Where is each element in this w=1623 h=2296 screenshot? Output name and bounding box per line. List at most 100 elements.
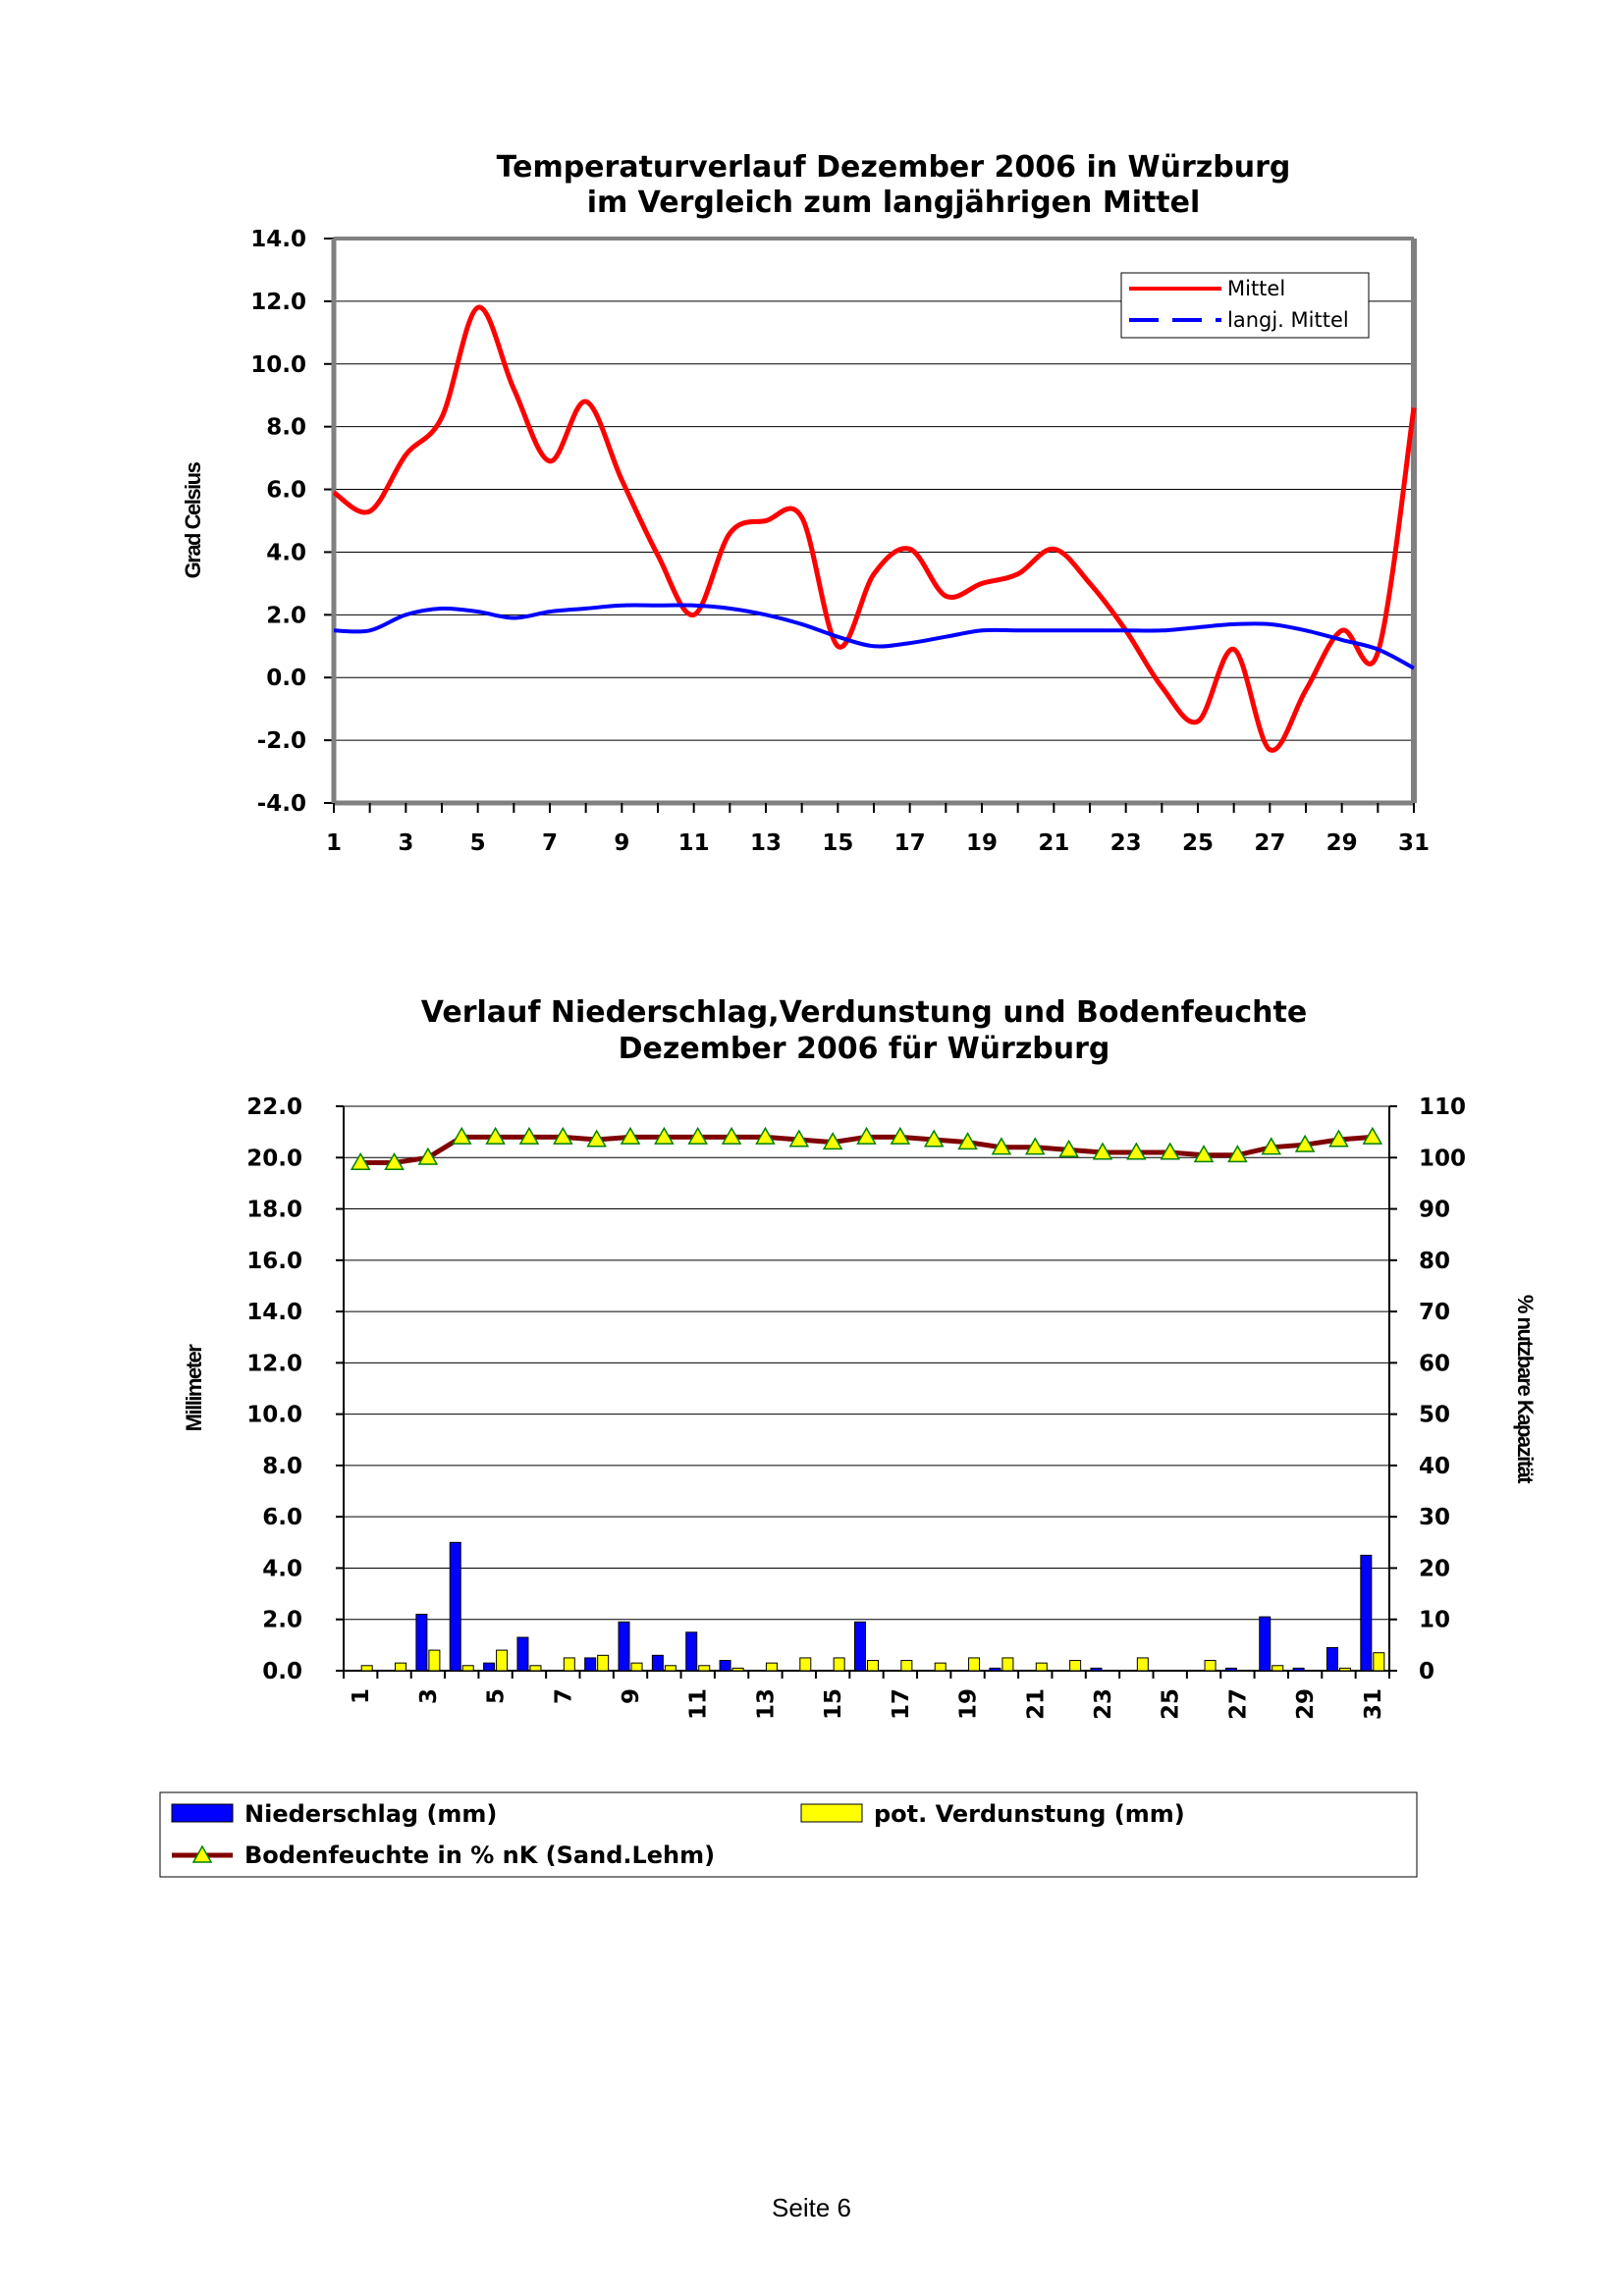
- bar-verdunstung: [664, 1665, 676, 1672]
- x-tick-label: 9: [619, 1688, 644, 1704]
- y2-tick-label: 90: [1419, 1198, 1450, 1223]
- y2-tick-label: 100: [1419, 1146, 1466, 1171]
- legend-box: [159, 1791, 1418, 1878]
- x-tick-label: 11: [686, 1688, 712, 1720]
- legend-box: [1120, 272, 1370, 339]
- x-tick-label: 21: [1023, 1688, 1049, 1720]
- x-tick-label: 31: [1361, 1688, 1386, 1720]
- y2-tick-label: 40: [1419, 1454, 1450, 1479]
- bar-verdunstung: [968, 1657, 981, 1672]
- legend-label-verdunstung: pot. Verdunstung (mm): [874, 1800, 1185, 1828]
- bar-verdunstung: [630, 1662, 643, 1672]
- legend-label: langj. Mittel: [1227, 308, 1349, 332]
- x-tick-label: 1: [349, 1688, 374, 1704]
- x-tick-label: 29: [1326, 830, 1358, 856]
- bar-verdunstung: [934, 1662, 947, 1672]
- x-tick-label: 15: [821, 1688, 846, 1720]
- y2-tick-label: 70: [1419, 1300, 1450, 1325]
- marker-bodenfeuchte: [417, 1147, 439, 1165]
- bar-niederschlag: [584, 1657, 597, 1672]
- y2-tick-label: 20: [1419, 1556, 1450, 1581]
- x-tick-label: 7: [542, 830, 558, 856]
- x-tick-label: 19: [966, 830, 998, 856]
- y-tick-label: 22.0: [246, 1095, 302, 1120]
- y-tick-label: 14.0: [250, 227, 306, 252]
- marker-bodenfeuchte: [485, 1126, 506, 1145]
- marker-bodenfeuchte: [586, 1129, 607, 1148]
- y-tick-label: 20.0: [246, 1146, 302, 1171]
- bar-verdunstung: [900, 1660, 913, 1672]
- bar-verdunstung: [799, 1657, 812, 1672]
- x-tick-label: 27: [1254, 830, 1285, 856]
- series-line-langj-mittel: [333, 603, 1415, 670]
- bar-verdunstung: [833, 1657, 845, 1672]
- page-footer: Seite 6: [772, 2193, 851, 2222]
- x-tick-label: 3: [416, 1688, 442, 1704]
- x-tick-label: 25: [1159, 1688, 1184, 1720]
- legend-label: Mittel: [1227, 277, 1285, 300]
- bar-niederschlag: [449, 1541, 461, 1672]
- y2-tick-label: 0: [1419, 1659, 1434, 1684]
- bar-verdunstung: [1373, 1652, 1385, 1672]
- marker-bodenfeuchte: [518, 1126, 540, 1145]
- y2-tick-label: 10: [1419, 1608, 1450, 1633]
- y2-axis-label: % nutzbare Kapazität: [1513, 1295, 1538, 1484]
- marker-bodenfeuchte: [654, 1126, 675, 1145]
- marker-bodenfeuchte: [991, 1137, 1012, 1155]
- legend-swatch-niederschlag: [171, 1803, 234, 1823]
- marker-bodenfeuchte: [1058, 1139, 1079, 1157]
- y-tick-label: 2.0: [266, 603, 306, 628]
- marker-bodenfeuchte: [1261, 1137, 1282, 1155]
- marker-bodenfeuchte: [384, 1151, 405, 1170]
- marker-bodenfeuchte: [1294, 1134, 1316, 1152]
- bar-verdunstung: [428, 1649, 441, 1672]
- y-tick-label: 14.0: [246, 1300, 302, 1325]
- x-tick-label: 17: [894, 830, 926, 856]
- y-tick-label: 8.0: [266, 415, 306, 441]
- marker-bodenfeuchte: [923, 1129, 945, 1148]
- marker-bodenfeuchte: [755, 1126, 776, 1145]
- marker-bodenfeuchte: [957, 1132, 978, 1150]
- y-tick-label: 10.0: [246, 1403, 302, 1428]
- bar-verdunstung: [563, 1657, 575, 1672]
- y-tick-label: -2.0: [257, 728, 306, 754]
- bar-verdunstung: [461, 1665, 474, 1672]
- x-tick-label: 29: [1293, 1688, 1319, 1720]
- bar-niederschlag: [618, 1621, 630, 1672]
- precipitation-chart: Verlauf Niederschlag,Verdunstung und Bod…: [159, 995, 1538, 1878]
- bar-verdunstung: [1136, 1657, 1149, 1672]
- marker-bodenfeuchte: [1126, 1142, 1147, 1160]
- temperature-chart: Temperaturverlauf Dezember 2006 in Würzb…: [181, 150, 1430, 856]
- marker-bodenfeuchte: [1092, 1142, 1113, 1160]
- bar-niederschlag: [1090, 1667, 1103, 1672]
- x-tick-label: 11: [678, 830, 710, 856]
- y-tick-label: 0.0: [262, 1659, 302, 1684]
- x-tick-label: 25: [1182, 830, 1214, 856]
- marker-bodenfeuchte: [890, 1126, 911, 1145]
- bar-niederschlag: [1292, 1667, 1305, 1672]
- x-tick-label: 13: [750, 830, 782, 856]
- bar-verdunstung: [496, 1649, 509, 1672]
- bar-niederschlag: [651, 1654, 664, 1672]
- legend-marker-bodenfeuchte: [191, 1844, 213, 1863]
- y-axis-label: Grad Celsius: [181, 461, 205, 578]
- chart-title-line2: im Vergleich zum langjährigen Mittel: [587, 186, 1201, 220]
- legend-swatch-verdunstung: [800, 1803, 863, 1823]
- y2-tick-label: 110: [1419, 1095, 1466, 1120]
- x-tick-label: 17: [889, 1688, 914, 1720]
- bar-verdunstung: [1338, 1667, 1351, 1672]
- bar-niederschlag: [854, 1621, 866, 1672]
- y-tick-label: 4.0: [266, 540, 306, 565]
- bar-verdunstung: [395, 1662, 407, 1672]
- bar-verdunstung: [731, 1667, 744, 1672]
- chart-title-line1: Temperaturverlauf Dezember 2006 in Würzb…: [497, 150, 1291, 185]
- y-tick-label: 6.0: [266, 478, 306, 504]
- bar-verdunstung: [1001, 1657, 1014, 1672]
- x-tick-label: 23: [1110, 830, 1142, 856]
- bar-niederschlag: [1259, 1616, 1271, 1672]
- marker-bodenfeuchte: [1362, 1126, 1383, 1145]
- bar-verdunstung: [1271, 1665, 1284, 1672]
- y-tick-label: 8.0: [262, 1454, 302, 1479]
- bar-verdunstung: [1035, 1662, 1048, 1672]
- y-tick-label: 0.0: [266, 666, 306, 691]
